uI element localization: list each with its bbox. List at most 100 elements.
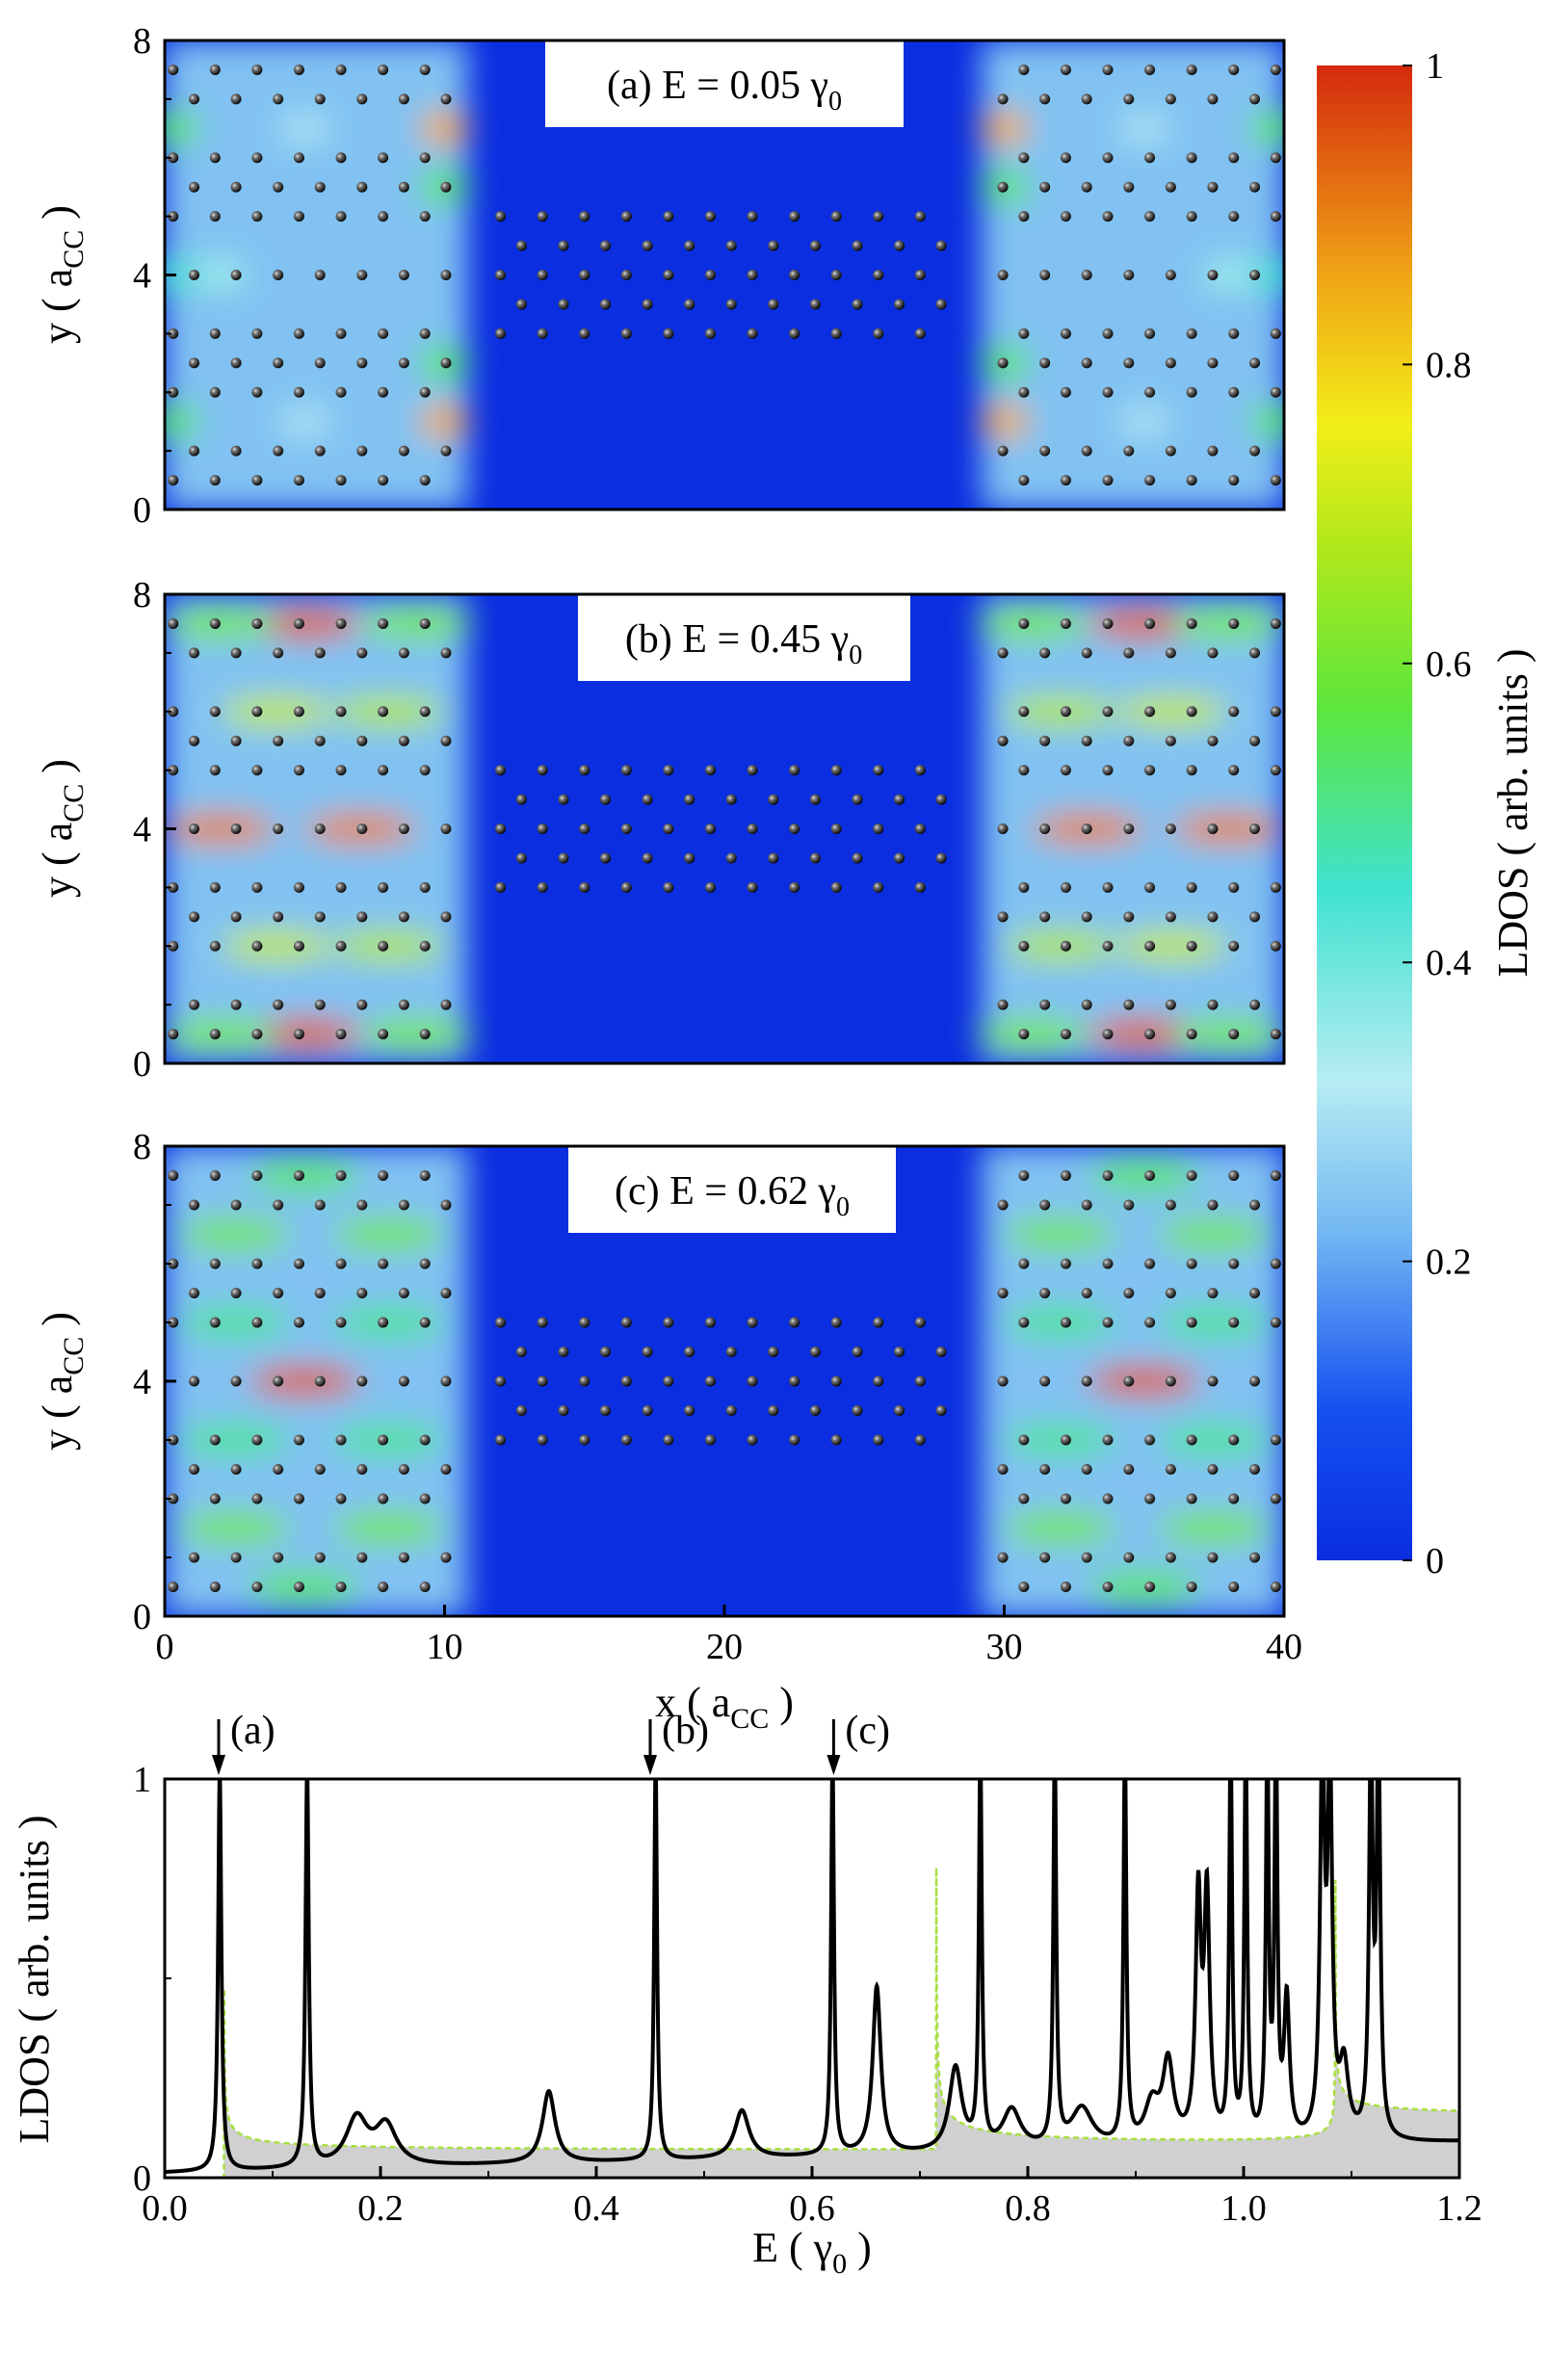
density-spot	[1118, 404, 1169, 439]
atom	[1228, 706, 1240, 718]
atom	[251, 881, 263, 893]
atom	[1248, 999, 1260, 1010]
atom	[230, 1552, 242, 1563]
atom	[335, 881, 347, 893]
y-axis: 0 4 8	[133, 21, 176, 531]
atom	[168, 706, 179, 718]
atom	[1186, 386, 1197, 398]
atom	[1060, 64, 1071, 75]
atom	[189, 647, 200, 659]
atom	[1102, 940, 1114, 952]
atom	[1228, 475, 1240, 486]
atom	[293, 881, 304, 893]
atom	[273, 181, 284, 193]
atom	[558, 1405, 569, 1416]
atom	[914, 1375, 926, 1387]
atom	[440, 1464, 452, 1475]
atom	[273, 445, 284, 457]
atom	[335, 1493, 347, 1504]
atom	[335, 1434, 347, 1446]
panel-label: (b) E = 0.45 γ0	[625, 617, 862, 670]
atom	[1018, 1258, 1030, 1269]
atom	[1018, 1317, 1030, 1328]
atom	[251, 765, 263, 776]
atom	[293, 1258, 304, 1269]
atom	[830, 1375, 842, 1387]
atom	[189, 93, 200, 105]
atom	[419, 1582, 431, 1592]
atom	[1018, 1170, 1030, 1181]
atom	[189, 999, 200, 1010]
atom	[1186, 1258, 1197, 1269]
atom	[419, 64, 431, 75]
atom	[356, 181, 368, 193]
atom	[1018, 152, 1030, 164]
atom	[537, 327, 548, 339]
density-spot	[249, 1160, 361, 1191]
atom	[1060, 475, 1071, 486]
atom	[579, 211, 590, 222]
atom	[314, 735, 326, 746]
atom	[1039, 181, 1051, 193]
atom	[1081, 93, 1092, 105]
atom	[663, 211, 674, 222]
atom	[273, 1288, 284, 1298]
x-tick-label: 0.6	[789, 2188, 835, 2229]
atom	[398, 1552, 409, 1563]
marker-arrow-head	[643, 1755, 657, 1775]
atom	[873, 270, 884, 280]
atom	[537, 765, 548, 776]
atom	[1270, 64, 1281, 75]
atom	[747, 881, 758, 893]
y-tick-label: 0	[133, 490, 151, 531]
density-spot	[976, 1018, 1089, 1050]
atom	[251, 617, 263, 629]
density-spot	[165, 404, 198, 439]
atom	[704, 270, 716, 280]
atom	[1186, 1029, 1197, 1040]
atom	[1248, 1464, 1260, 1475]
atom	[642, 852, 653, 864]
atom	[684, 794, 695, 805]
atom	[1248, 270, 1260, 280]
atom	[1248, 1552, 1260, 1563]
atom	[704, 765, 716, 776]
atom	[209, 152, 221, 164]
atom	[515, 794, 527, 805]
atom	[1248, 1199, 1260, 1211]
atom	[1123, 270, 1135, 280]
x-tick-label: 30	[986, 1627, 1023, 1667]
density-spot	[165, 111, 198, 146]
atom	[189, 1199, 200, 1211]
atom	[1060, 617, 1071, 629]
atom	[894, 794, 905, 805]
atom	[558, 852, 569, 864]
atom	[189, 357, 200, 369]
atom	[1123, 1464, 1135, 1475]
atom	[1248, 93, 1260, 105]
atom	[1186, 1434, 1197, 1446]
atom	[663, 765, 674, 776]
atom	[1186, 211, 1197, 222]
colorbar: 0 0.2 0.4 0.6 0.8 1 LDOS ( arb. units )	[1317, 46, 1536, 1582]
atom	[1018, 881, 1030, 893]
atom	[620, 1375, 632, 1387]
atom	[1018, 211, 1030, 222]
atom	[251, 1258, 263, 1269]
density-spot	[332, 930, 445, 962]
atom	[852, 794, 863, 805]
atom	[1186, 1493, 1197, 1504]
density-spot	[1171, 608, 1284, 640]
atom	[293, 617, 304, 629]
atom	[809, 1347, 821, 1357]
atom	[1060, 1582, 1071, 1592]
density-spot	[1115, 695, 1228, 727]
atom	[1102, 1317, 1114, 1328]
atom	[168, 152, 179, 164]
atom	[378, 765, 389, 776]
atom	[1228, 940, 1240, 952]
lead-dos-line	[165, 1868, 1459, 2178]
atom	[747, 1317, 758, 1328]
atom	[209, 1493, 221, 1504]
atom	[273, 270, 284, 280]
